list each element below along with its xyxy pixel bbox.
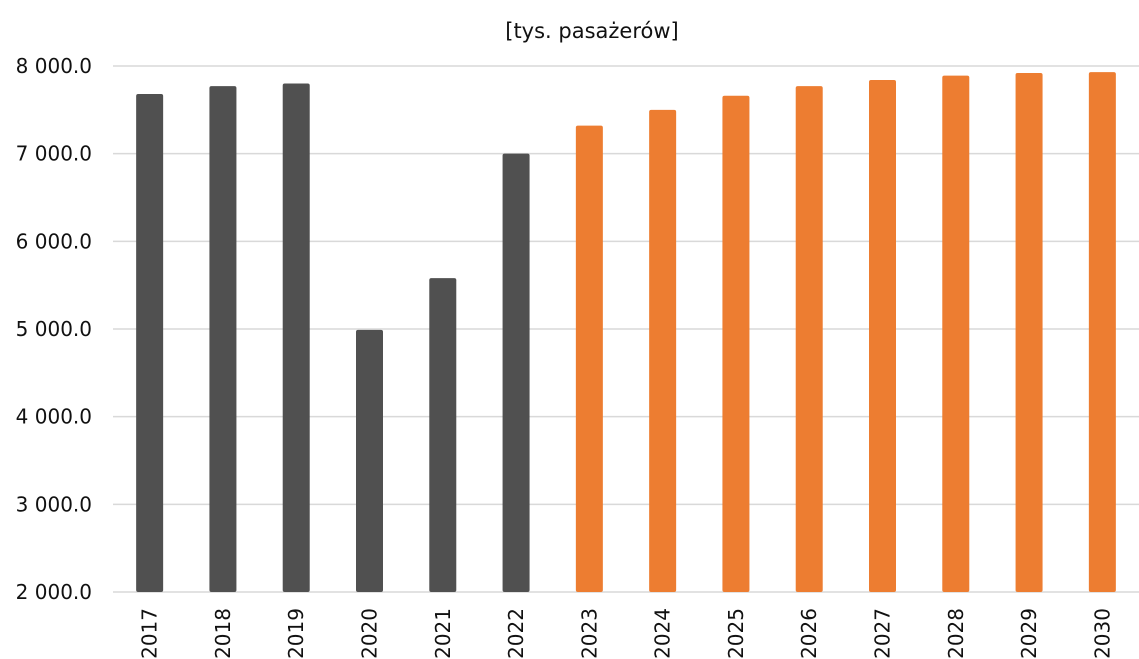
bar-2023 (575, 125, 603, 592)
x-tick-label: 2021 (431, 608, 455, 659)
x-tick-label: 2024 (651, 608, 675, 659)
bar-2022 (502, 153, 530, 592)
x-tick-label: 2027 (871, 608, 895, 659)
x-tick-label: 2017 (138, 608, 162, 659)
gridlines (113, 65, 1139, 593)
bar-2029 (1015, 73, 1043, 593)
x-tick-label: 2028 (944, 608, 968, 659)
y-tick-label: 4 000.0 (16, 405, 92, 429)
y-tick-label: 5 000.0 (16, 317, 92, 341)
bar-2019 (282, 83, 310, 593)
bar-2020 (356, 329, 383, 592)
x-tick-label: 2019 (284, 608, 308, 659)
x-axis-ticks: 2017 2018 2019 2020 2021 2022 2023 2024 2025 2026… (138, 608, 1115, 659)
y-tick-label: 7 000.0 (16, 142, 92, 166)
x-tick-label: 2029 (1017, 608, 1041, 659)
y-tick-label: 8 000.0 (16, 54, 92, 78)
x-tick-label: 2023 (577, 608, 601, 659)
x-tick-label: 2018 (211, 608, 235, 659)
chart-title: [tys. pasażerów] (505, 19, 679, 43)
y-axis-ticks: 8 000.0 7 000.0 6 000.0 5 000.0 4 000.0 3 000… (16, 54, 92, 604)
x-tick-label: 2022 (504, 608, 528, 659)
bar-2017 (136, 94, 164, 592)
bar-2025 (722, 95, 750, 592)
bar-2021 (429, 278, 457, 592)
bars (136, 72, 1116, 593)
bar-2028 (942, 75, 970, 593)
bar-2030 (1088, 72, 1116, 593)
bar-2026 (795, 86, 823, 592)
x-tick-label: 2026 (797, 608, 821, 659)
bar-2027 (869, 80, 896, 592)
y-tick-label: 3 000.0 (16, 492, 92, 516)
x-tick-label: 2025 (724, 608, 748, 659)
x-tick-label: 2020 (358, 608, 382, 659)
x-tick-label: 2030 (1090, 608, 1114, 659)
y-tick-label: 2 000.0 (16, 580, 92, 604)
y-tick-label: 6 000.0 (16, 229, 92, 253)
bar-2018 (209, 86, 237, 592)
bar-2024 (649, 109, 677, 592)
